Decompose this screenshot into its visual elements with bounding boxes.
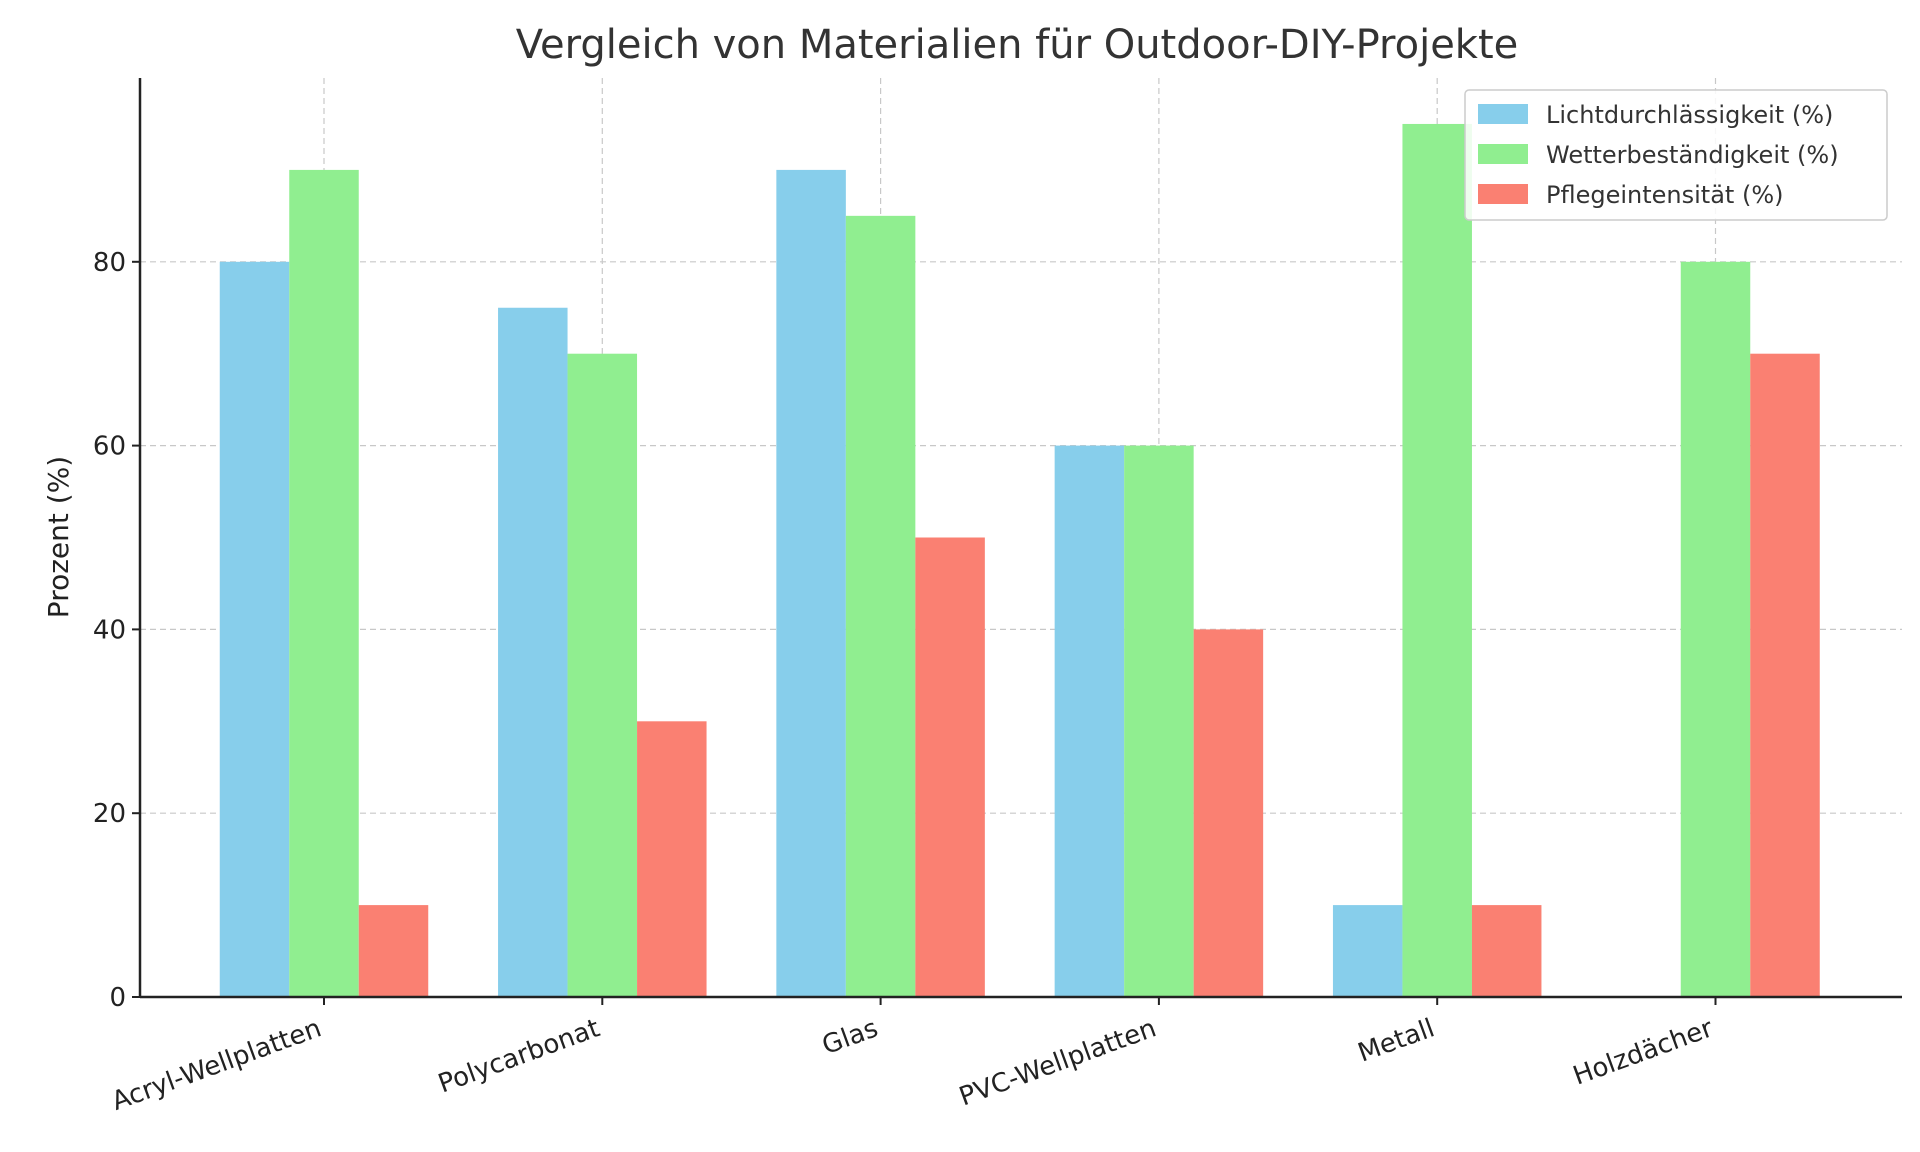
- x-tick-label: Metall: [1354, 1013, 1439, 1068]
- bar: [1471, 905, 1542, 997]
- x-tick-label: Acryl-Wellplatten: [108, 1013, 325, 1117]
- legend-swatch: [1478, 104, 1528, 124]
- bar: [1193, 629, 1264, 997]
- legend-label: Lichtdurchlässigkeit (%): [1546, 101, 1833, 129]
- legend-swatch: [1478, 144, 1528, 164]
- bar: [358, 905, 429, 997]
- legend-label: Pflegeintensität (%): [1546, 181, 1783, 209]
- x-tick-label: PVC-Wellplatten: [955, 1013, 1160, 1112]
- bar: [498, 307, 568, 997]
- bar: [219, 261, 290, 997]
- bar: [845, 215, 916, 998]
- legend: Lichtdurchlässigkeit (%) Wetterbeständigk…: [1464, 89, 1888, 221]
- axes-layer: [138, 78, 1902, 999]
- bar: [1054, 445, 1125, 998]
- x-tick-label: Holzdächer: [1569, 1013, 1717, 1091]
- y-tick-label: 20: [93, 799, 126, 829]
- y-tick-label: 80: [93, 248, 126, 278]
- bar: [637, 721, 707, 997]
- bar: [1750, 353, 1820, 997]
- bars-layer: [219, 123, 1820, 998]
- legend-swatch: [1478, 184, 1528, 204]
- y-tick-label: 40: [93, 615, 126, 645]
- bar: [1680, 261, 1751, 997]
- y-tick-label: 0: [109, 983, 126, 1013]
- bar: [1402, 123, 1472, 997]
- y-axis-label: Prozent (%): [42, 456, 75, 618]
- x-tick-label: Glas: [818, 1013, 882, 1061]
- bar: [289, 169, 359, 997]
- bar: [776, 169, 846, 997]
- bar: [915, 537, 985, 997]
- legend-label: Wetterbeständigkeit (%): [1546, 141, 1839, 169]
- bar: [1124, 445, 1194, 998]
- x-tick-label: Polycarbonat: [434, 1013, 603, 1099]
- y-tick-label: 60: [93, 432, 126, 462]
- bar: [567, 353, 638, 997]
- legend-box: [1464, 89, 1888, 221]
- bar: [1332, 905, 1403, 997]
- chart-title: Vergleich von Materialien für Outdoor-DI…: [516, 22, 1519, 68]
